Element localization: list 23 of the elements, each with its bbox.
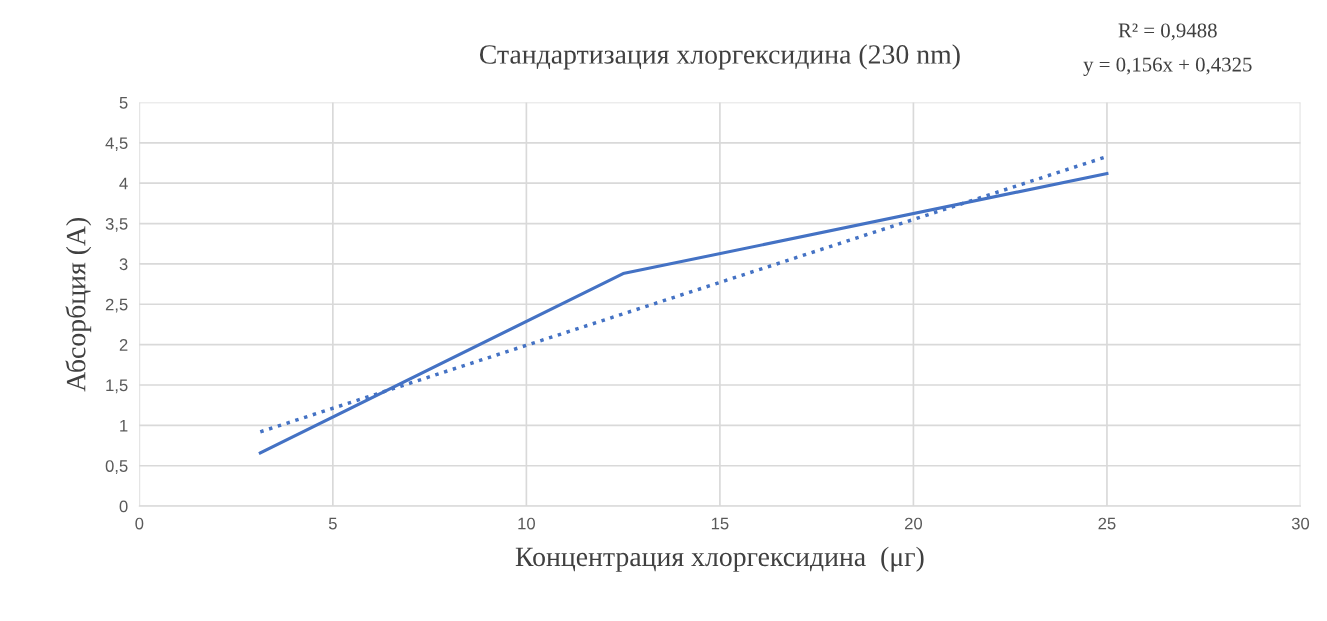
y-tick-label: 3: [119, 258, 128, 271]
y-tick-label: 5: [119, 97, 128, 109]
x-tick-label: 25: [1098, 517, 1116, 530]
text: R² = 0,9488: [1118, 23, 1217, 41]
y-axis-title: Абсорбция (A): [65, 218, 92, 392]
chart-title: Стандартизация хлоргексидина (230 nm): [479, 44, 960, 70]
x-tick-label: 0: [135, 517, 144, 530]
text: y = 0,156x + 0,4325: [1083, 57, 1252, 76]
y-tick-label: 2,5: [105, 298, 128, 313]
y-tick-label: 4: [119, 177, 128, 190]
x-axis-title: Концентрация хлоргексидина (μг): [515, 546, 924, 572]
x-tick-label: 20: [904, 517, 923, 530]
x-tick-label: 5: [328, 517, 337, 530]
x-tick-label: 30: [1291, 517, 1310, 530]
y-tick-label: 2: [119, 339, 128, 351]
y-tick-label: 1: [120, 419, 128, 432]
y-tick-label: 0: [119, 500, 128, 513]
y-tick-label: 1,5: [106, 379, 128, 394]
x-tick-label: 15: [711, 517, 729, 530]
x-tick-label: 10: [518, 517, 535, 530]
y-tick-label: 0,5: [105, 460, 128, 474]
y-tick-label: 4,5: [105, 137, 128, 151]
y-tick-label: 3,5: [105, 217, 128, 232]
